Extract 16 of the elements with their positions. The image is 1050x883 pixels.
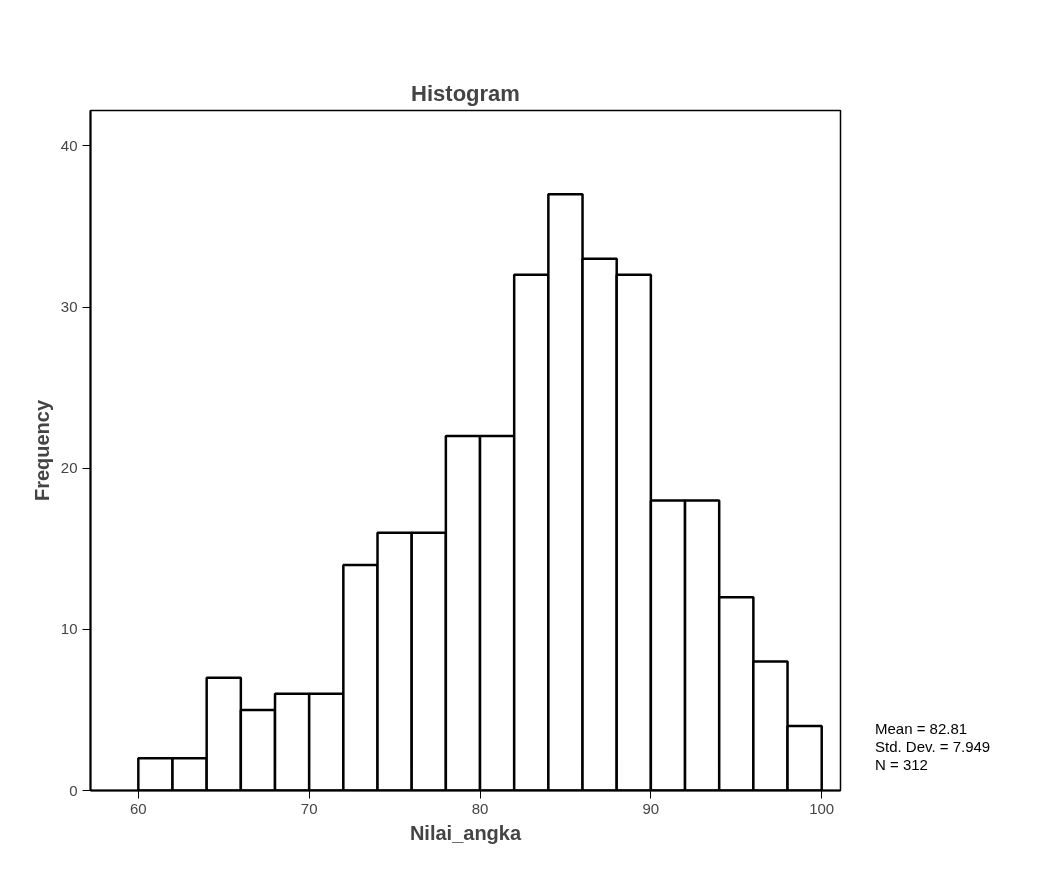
x-tick-label: 80 [471, 799, 489, 817]
y-tick-label: 10 [60, 620, 78, 638]
y-tick-label: 20 [60, 459, 78, 477]
x-axis-title: Nilai_angka [409, 821, 522, 844]
x-tick-label: 90 [642, 799, 660, 817]
y-tick-label: 40 [60, 136, 78, 154]
y-tick-label: 0 [69, 781, 78, 799]
x-tick-label: 60 [129, 799, 147, 817]
text: Std. Dev. = 7.949 [875, 738, 991, 755]
text: Mean = 82.81 [875, 720, 968, 737]
y-tick-label: 30 [60, 298, 78, 316]
y-axis-title: Frequency [30, 399, 53, 502]
chart-title: Histogram [411, 80, 520, 106]
x-tick-label: 100 [809, 799, 835, 817]
x-tick-label: 70 [300, 799, 318, 817]
text: N = 312 [875, 756, 928, 773]
